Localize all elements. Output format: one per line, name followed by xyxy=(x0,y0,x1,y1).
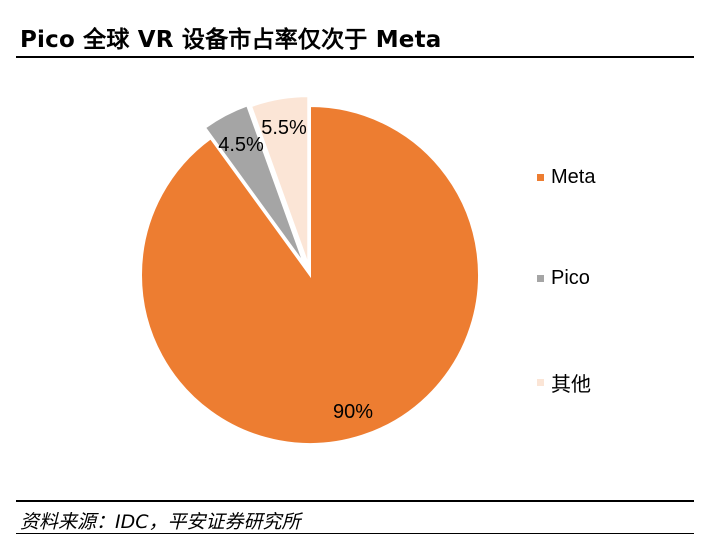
pie-slice-other xyxy=(249,95,310,266)
legend-swatch-other xyxy=(537,379,544,386)
pie-slice-meta xyxy=(140,104,480,445)
data-label-other: 5.5% xyxy=(261,117,307,139)
legend-item-other: 其他 xyxy=(537,368,591,397)
pie-chart: 90% 4.5%5.5% xyxy=(140,95,480,445)
legend-swatch-meta xyxy=(537,174,544,181)
title-divider xyxy=(16,56,694,58)
legend-label-pico: Pico xyxy=(551,267,590,289)
data-label-meta: 90% xyxy=(333,401,373,423)
legend-item-pico: Pico xyxy=(537,267,590,290)
data-label-pico: 4.5% xyxy=(218,134,264,156)
legend-label-other: 其他 xyxy=(551,374,591,396)
source-divider-bottom xyxy=(16,533,694,534)
legend-item-meta: Meta xyxy=(537,166,595,189)
legend-swatch-pico xyxy=(537,275,544,282)
pie-data-labels: 90% 4.5%5.5% xyxy=(218,117,373,423)
pie-slices xyxy=(140,95,480,445)
source-note: 资料来源：IDC，平安证券研究所 xyxy=(20,511,301,533)
pie-slice-pico xyxy=(203,104,306,265)
chart-title: Pico 全球 VR 设备市占率仅次于 Meta xyxy=(20,27,442,53)
legend-label-meta: Meta xyxy=(551,166,596,188)
source-divider-top xyxy=(16,500,694,502)
